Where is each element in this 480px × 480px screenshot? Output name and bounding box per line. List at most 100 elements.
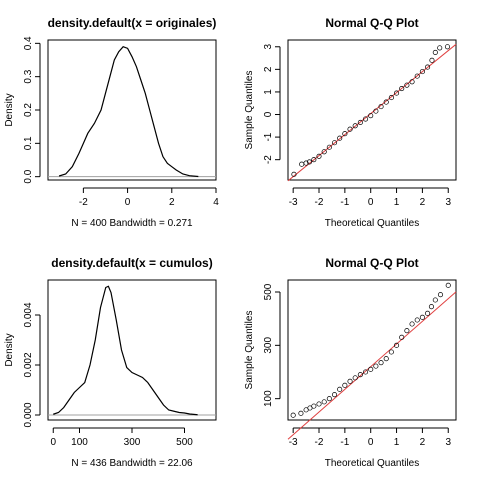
- qq-point: [394, 342, 400, 348]
- qq-point: [445, 282, 451, 288]
- qq-point: [404, 328, 410, 334]
- x-axis-label: N = 436 Bandwidth = 22.06: [71, 458, 193, 469]
- qq-point: [326, 396, 332, 402]
- chart-title: Normal Q-Q Plot: [325, 256, 418, 270]
- panel-4: Normal Q-Q Plot -3 -2 -1 0 1 2 3 Theoretical Qua…: [244, 256, 457, 469]
- qq-point: [373, 108, 379, 114]
- qq-point: [311, 403, 317, 409]
- y-tick-label: 0: [263, 111, 274, 117]
- y-tick-label: 0.2: [23, 103, 34, 117]
- y-axis-label: Sample Quantiles: [244, 311, 255, 390]
- qq-point: [326, 144, 332, 150]
- qq-point: [337, 386, 343, 392]
- qq-point: [399, 334, 405, 340]
- x-tick-label: 300: [124, 437, 141, 448]
- qq-point: [321, 399, 327, 405]
- qq-point: [342, 131, 348, 137]
- qq-reference-line: [287, 43, 457, 182]
- y-tick-label: 2: [263, 66, 274, 72]
- qq-point: [414, 317, 420, 323]
- x-axis-label: Theoretical Quantiles: [325, 218, 420, 229]
- x-tick-label: 0: [368, 197, 374, 208]
- qq-point: [414, 73, 420, 79]
- y-tick-label: 0.0: [23, 169, 34, 183]
- qq-point: [316, 401, 322, 407]
- y-axis-label: Density: [4, 93, 15, 126]
- qq-point: [444, 44, 451, 50]
- qq-point: [321, 149, 327, 155]
- qq-point: [331, 140, 338, 146]
- qq-point: [342, 382, 348, 388]
- qq-reference-line: [287, 291, 457, 440]
- y-tick-label: 0.1: [23, 136, 34, 150]
- y-tick-label: 100: [263, 390, 274, 407]
- plot-box: [287, 279, 457, 421]
- y-tick-label: 0.000: [23, 402, 34, 427]
- x-axis-label: Theoretical Quantiles: [325, 458, 420, 469]
- qq-point: [437, 292, 444, 298]
- panel-3: density.default(x = cumulos) 0 100 300 500 N …: [4, 256, 217, 469]
- qq-point: [428, 304, 434, 310]
- chart-title: Normal Q-Q Plot: [325, 16, 418, 30]
- qq-point: [409, 321, 415, 327]
- qq-point: [425, 310, 431, 316]
- qq-point: [362, 369, 369, 375]
- qq-point: [352, 123, 358, 129]
- qq-point: [290, 412, 296, 418]
- x-axis-label: N = 400 Bandwidth = 0.271: [71, 218, 193, 229]
- qq-point: [437, 45, 443, 51]
- y-tick-label: 1: [263, 89, 274, 95]
- qq-point: [299, 161, 305, 167]
- density-curve: [58, 45, 199, 178]
- qq-point: [425, 64, 431, 70]
- qq-point: [419, 314, 425, 320]
- qq-point: [429, 57, 435, 63]
- x-tick-label: 2: [420, 437, 426, 448]
- x-tick-label: -1: [340, 197, 349, 208]
- x-tick-label: -3: [289, 197, 298, 208]
- y-tick-label: 0.4: [23, 36, 34, 50]
- qq-point: [432, 297, 438, 303]
- qq-point: [298, 410, 304, 416]
- qq-point: [347, 378, 353, 384]
- y-tick-label: 0.002: [23, 352, 34, 377]
- x-tick-label: 100: [71, 437, 88, 448]
- x-tick-label: 0: [368, 437, 374, 448]
- qq-point: [383, 99, 389, 105]
- qq-point: [331, 392, 338, 398]
- x-tick-label: -3: [289, 437, 298, 448]
- panel-2: Normal Q-Q Plot -3 -2 -1 0 1 2 3 Theoretical Qua…: [244, 16, 457, 229]
- qq-point: [368, 113, 374, 119]
- qq-point: [419, 69, 425, 75]
- x-tick-label: 2: [169, 197, 175, 208]
- qq-point: [316, 153, 322, 159]
- y-tick-label: -1: [263, 132, 274, 141]
- qq-point: [399, 85, 405, 92]
- x-tick-label: 1: [394, 437, 400, 448]
- x-tick-label: -2: [315, 197, 324, 208]
- y-tick-label: 0.004: [23, 302, 34, 327]
- x-tick-label: 2: [420, 197, 426, 208]
- plot-box: [287, 39, 457, 181]
- x-tick-label: 3: [445, 197, 451, 208]
- x-tick-label: 1: [394, 197, 400, 208]
- qq-point: [357, 119, 363, 125]
- qq-point: [337, 135, 343, 141]
- qq-point: [388, 95, 394, 101]
- y-axis-label: Sample Quantiles: [244, 71, 255, 150]
- qq-point: [388, 349, 394, 355]
- qq-point: [383, 356, 389, 362]
- qq-point: [347, 126, 353, 132]
- qq-point: [394, 90, 400, 96]
- qq-point: [352, 375, 358, 381]
- plot-box: [47, 39, 217, 181]
- chart-title: density.default(x = cumulos): [51, 256, 212, 270]
- qq-point: [368, 366, 374, 372]
- qq-point: [303, 160, 309, 166]
- x-tick-label: 0: [125, 197, 131, 208]
- qq-point: [306, 159, 313, 165]
- x-tick-label: 4: [213, 197, 219, 208]
- x-tick-label: 0: [50, 437, 56, 448]
- y-tick-label: -2: [263, 155, 274, 164]
